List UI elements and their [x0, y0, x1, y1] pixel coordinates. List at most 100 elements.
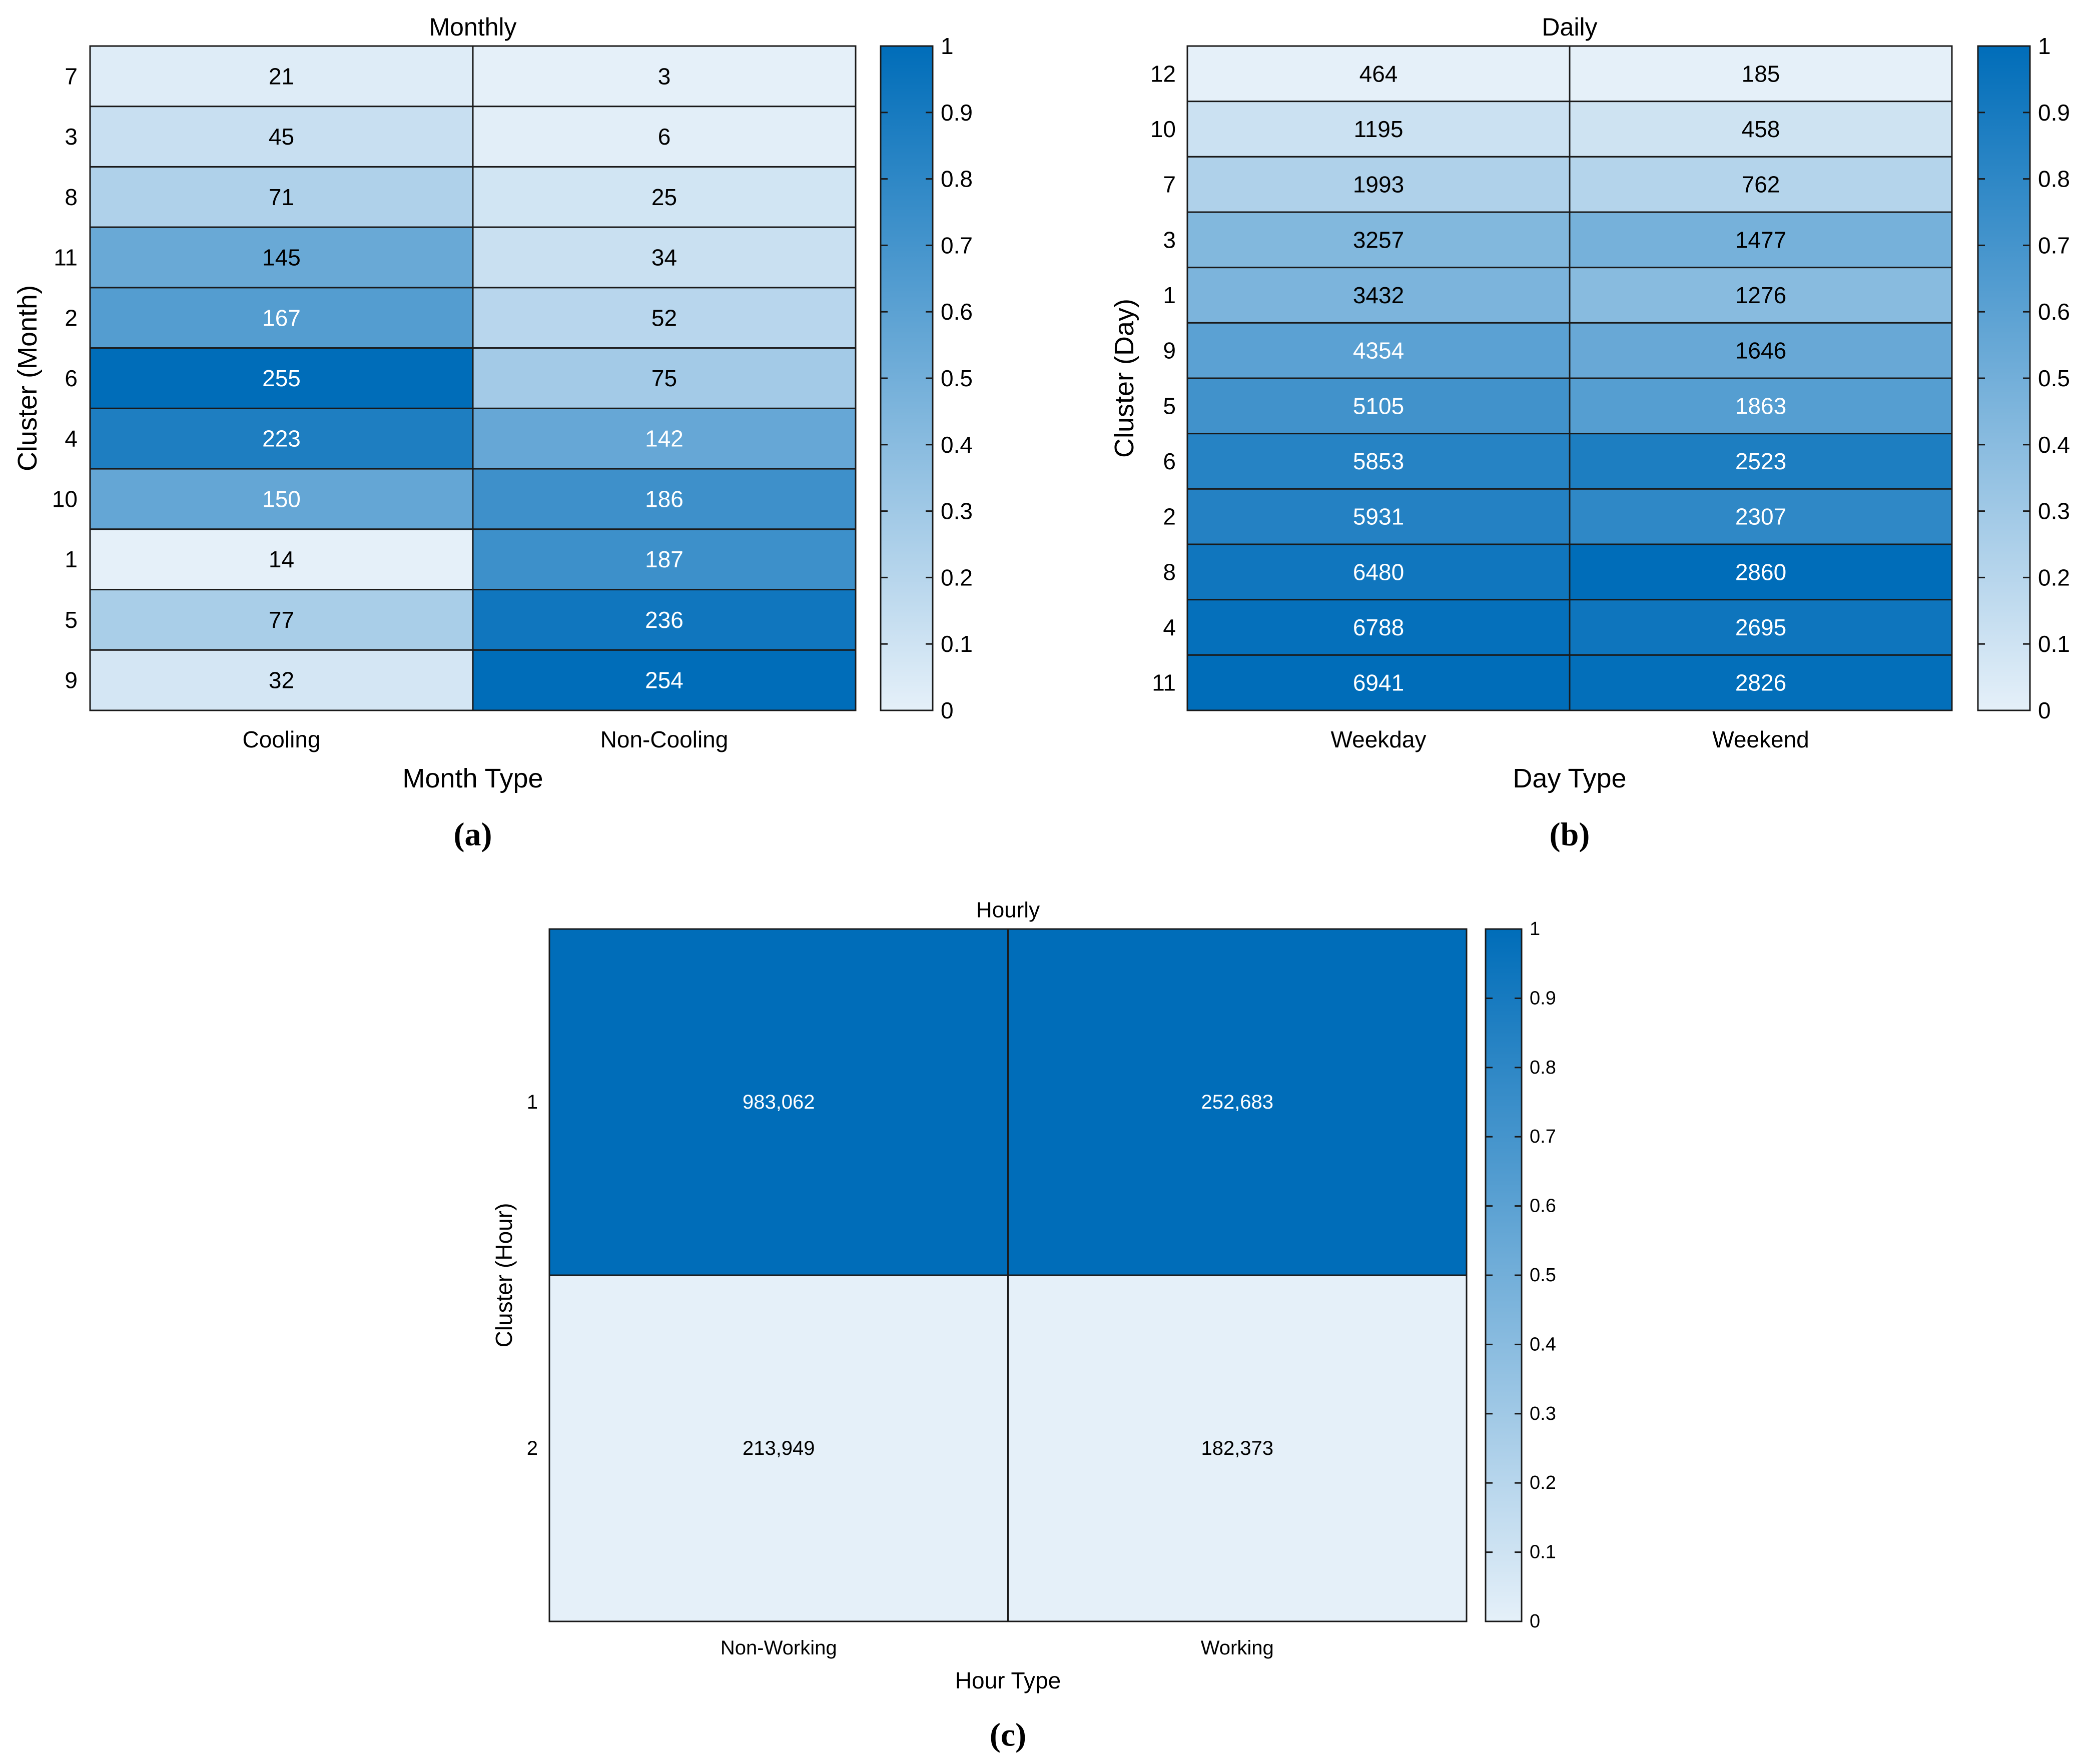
y-tick-label: 11	[1152, 670, 1176, 696]
cell-value-label: 252,683	[1201, 1091, 1273, 1113]
cell-value-label: 464	[1359, 61, 1398, 87]
y-tick-label: 5	[65, 607, 78, 633]
colorbar-tick-label: 0.7	[2038, 232, 2070, 258]
heatmap-cell	[89, 649, 474, 711]
cell-value-label: 2307	[1735, 504, 1786, 530]
colorbar-tick-label: 0.9	[1530, 988, 1556, 1009]
y-tick-label: 9	[1163, 338, 1176, 364]
y-tick-label: 2	[65, 305, 78, 331]
cell-value-label: 254	[645, 667, 683, 693]
colorbar-tick-label: 0.2	[1530, 1472, 1556, 1493]
cell-value-label: 52	[651, 305, 677, 331]
plot-frame	[1186, 45, 1953, 711]
cell-value-label: 1195	[1354, 116, 1404, 142]
cell-value-label: 186	[645, 486, 683, 512]
panel-label: (c)	[990, 1717, 1026, 1753]
cell-value-label: 6480	[1353, 559, 1404, 585]
cell-value-label: 5931	[1353, 504, 1404, 530]
heatmap-cell	[1569, 211, 1953, 269]
heatmap-cell	[472, 166, 857, 228]
heatmap-cell	[1569, 101, 1953, 158]
cell-value-label: 1646	[1735, 338, 1786, 364]
plot-frame	[89, 45, 857, 711]
x-tick-label: Working	[1201, 1637, 1274, 1659]
chart-title: Monthly	[429, 13, 516, 41]
colorbar-tick-label: 0.4	[2038, 432, 2070, 458]
cell-value-label: 983,062	[743, 1091, 815, 1113]
panel-label: (b)	[1550, 816, 1590, 853]
cell-value-label: 185	[1742, 61, 1780, 87]
y-tick-label: 3	[1163, 227, 1176, 253]
y-tick-label: 7	[65, 63, 78, 89]
cell-value-label: 6	[658, 124, 671, 150]
cell-value-label: 223	[262, 426, 301, 452]
x-tick-label: Weekday	[1331, 726, 1427, 752]
heatmap-cell	[472, 106, 857, 168]
heatmap-cell	[472, 45, 857, 108]
y-tick-label: 12	[1150, 61, 1176, 87]
cell-value-label: 2523	[1735, 448, 1786, 474]
panel-label: (a)	[454, 816, 492, 853]
cell-value-label: 762	[1742, 172, 1780, 198]
colorbar-tick-label: 0.2	[2038, 564, 2070, 590]
colorbar-tick-label: 0.8	[2038, 166, 2070, 192]
cell-value-label: 5853	[1353, 448, 1404, 474]
colorbar-tick-label: 1	[941, 33, 954, 59]
cell-value-label: 77	[269, 607, 294, 633]
cell-value-label: 187	[645, 546, 683, 572]
colorbar-tick-label: 0.5	[941, 365, 973, 391]
cell-value-label: 145	[262, 245, 301, 271]
heatmap-cell	[472, 649, 857, 711]
cell-value-label: 167	[262, 305, 301, 331]
heatmap-cell	[472, 347, 857, 409]
colorbar-tick-label: 0.7	[1530, 1126, 1556, 1147]
y-tick-label: 8	[1163, 559, 1176, 585]
heatmap-cell	[472, 226, 857, 289]
heatmap-cell	[1186, 543, 1571, 601]
y-tick-label: 11	[54, 245, 78, 271]
x-axis-label: Month Type	[402, 763, 543, 793]
cell-value-label: 4354	[1353, 338, 1404, 364]
cell-value-label: 5105	[1353, 393, 1404, 419]
cell-value-label: 1863	[1735, 393, 1786, 419]
heatmap-cell	[1186, 433, 1571, 490]
cell-value-label: 34	[651, 245, 677, 271]
cell-value-label: 21	[269, 63, 294, 89]
heatmap-cell	[89, 589, 474, 651]
cell-value-label: 2826	[1735, 670, 1786, 696]
cell-value-label: 71	[269, 184, 294, 210]
cell-value-label: 75	[651, 365, 677, 391]
heatmap-cell	[548, 928, 1009, 1276]
x-tick-label: Non-Cooling	[600, 726, 729, 752]
colorbar-tick-label: 0.9	[2038, 100, 2070, 126]
colorbar-tick-label: 0.3	[1530, 1403, 1556, 1424]
y-tick-label: 7	[1163, 172, 1176, 198]
cell-value-label: 3257	[1353, 227, 1404, 253]
colorbar-tick-label: 0.7	[941, 232, 973, 258]
cell-value-label: 3432	[1353, 282, 1404, 308]
cell-value-label: 25	[651, 184, 677, 210]
colorbar-tick-label: 0.9	[941, 100, 973, 126]
chart-title: Daily	[1542, 13, 1597, 41]
y-tick-label: 4	[1163, 614, 1176, 640]
cell-value-label: 255	[262, 365, 301, 391]
heatmap-cell	[89, 45, 474, 108]
cell-value-label: 45	[269, 124, 294, 150]
heatmap-cell	[1569, 433, 1953, 490]
colorbar-tick-label: 1	[1530, 919, 1540, 940]
heatmap-cell	[472, 468, 857, 530]
heatmap-cell	[1569, 156, 1953, 213]
cell-value-label: 458	[1742, 116, 1780, 142]
heatmap-cell	[548, 1274, 1009, 1622]
chart-title: Hourly	[976, 898, 1040, 923]
colorbar-tick-label: 0	[1530, 1611, 1540, 1632]
heatmap-cell	[472, 528, 857, 591]
cell-value-label: 2860	[1735, 559, 1786, 585]
y-tick-label: 2	[1163, 504, 1176, 530]
y-axis-label: Cluster (Day)	[1109, 299, 1139, 458]
cell-value-label: 213,949	[743, 1437, 815, 1459]
y-axis-label: Cluster (Month)	[13, 285, 43, 471]
cell-value-label: 6788	[1353, 614, 1404, 640]
y-tick-label: 10	[1150, 116, 1176, 142]
